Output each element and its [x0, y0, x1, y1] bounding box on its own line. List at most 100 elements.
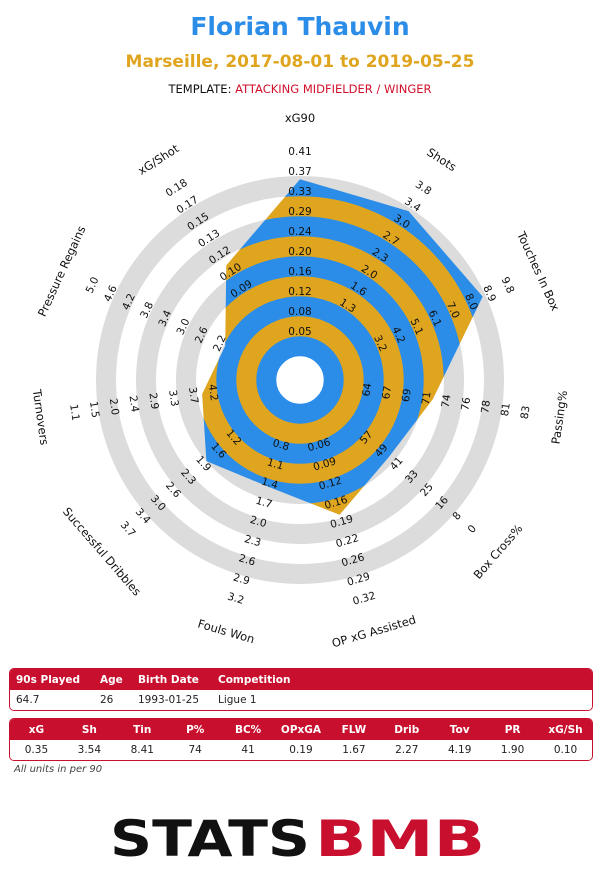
tick-label: 3.7: [186, 386, 200, 404]
tick-label: 0.08: [288, 306, 311, 318]
player-name: Florian Thauvin: [190, 12, 410, 41]
template-label: TEMPLATE:: [168, 82, 232, 96]
info-value-90s: 64.7: [16, 694, 40, 706]
tick-label: 3.7: [118, 519, 138, 539]
tick-label: 0.05: [288, 326, 311, 338]
tick-label: 1.4: [260, 476, 280, 492]
logo-text-stats: STATS: [110, 810, 310, 864]
tick-label: 0.37: [288, 166, 311, 178]
tick-label: 67: [380, 385, 394, 400]
stats-value: 4.19: [448, 744, 472, 756]
tick-label: 0.8: [271, 437, 290, 453]
tick-label: 83: [519, 405, 533, 420]
stats-value: 0.19: [289, 744, 313, 756]
axis-name: Box Cross%: [471, 521, 526, 581]
tick-label: 2.9: [232, 571, 251, 587]
tick-label: 1.1: [67, 403, 81, 421]
tick-label: 2.6: [237, 552, 257, 568]
tick-label: 64: [360, 382, 374, 397]
player-band: [235, 315, 365, 445]
tick-label: 0.41: [288, 146, 311, 158]
axis-name: xG/Shot: [135, 141, 181, 178]
tick-label: 2.0: [107, 398, 121, 416]
info-value-birth-date: 1993-01-25: [138, 694, 200, 706]
stats-table: xG Sh Tin P% BC% OPxGA FLW Drib Tov PR x…: [9, 718, 593, 761]
info-header-age: Age: [100, 673, 123, 686]
axis-name: Successful Dribbles: [60, 505, 144, 599]
info-header-90s: 90s Played: [16, 673, 81, 686]
tick-label: 1.1: [266, 456, 285, 472]
info-value-competition: Ligue 1: [218, 694, 257, 706]
stats-value: 3.54: [77, 744, 102, 756]
info-header-birth-date: Birth Date: [138, 673, 199, 686]
tick-label: 76: [459, 396, 473, 411]
axis-name: OP xG Assisted: [330, 612, 417, 650]
stats-header: P%: [186, 723, 205, 736]
stats-header: OPxGA: [280, 723, 322, 736]
stats-header: xG/Sh: [548, 723, 583, 736]
tick-label: 9.8: [498, 275, 516, 295]
statsbomb-logo: STATS BMB: [110, 810, 485, 864]
template-value: ATTACKING MIDFIELDER / WINGER: [235, 82, 432, 96]
stats-value: 0.35: [24, 744, 49, 756]
stats-value: 2.27: [395, 744, 419, 756]
stats-value: 74: [188, 744, 202, 756]
stats-value: 0.10: [553, 744, 578, 756]
axis-name: xG90: [285, 111, 315, 125]
team-period: Marseille, 2017-08-01 to 2019-05-25: [125, 52, 475, 72]
tick-label: 0.12: [288, 286, 311, 298]
stats-header: Drib: [394, 723, 420, 736]
info-table-header: 90s Played Age Birth Date Competition: [10, 669, 592, 690]
tick-label: 0.20: [288, 246, 311, 258]
axis-name: Pressure Regains: [35, 224, 89, 319]
tick-label: 0.16: [288, 266, 312, 278]
player-band: [202, 179, 483, 515]
stats-value: 1.90: [500, 744, 525, 756]
tick-label: 3.8: [413, 179, 434, 198]
radar-chart: 0.05 0.08 0.12 0.16 0.20 0.24 0.29 0.33 0.37 0.41…: [30, 111, 571, 650]
tick-label: 1.7: [254, 495, 273, 511]
info-table-row: 64.7 26 1993-01-25 Ligue 1: [10, 690, 592, 710]
tick-label: 8: [450, 510, 463, 523]
axis-name: Fouls Won: [196, 616, 256, 646]
tick-label: 0.18: [164, 177, 190, 200]
stats-header: Tin: [133, 723, 152, 736]
tick-label: 2.4: [127, 395, 141, 414]
tick-label: 3.3: [166, 389, 180, 407]
units-footnote: All units in per 90: [14, 764, 103, 775]
player-band: [215, 295, 385, 465]
axis-name: Passing%: [549, 389, 571, 445]
tick-label: 3.2: [226, 591, 245, 607]
tick-label: 1.5: [87, 400, 101, 418]
tick-label: 2.9: [146, 392, 160, 410]
tick-label: 5.0: [84, 275, 102, 295]
stats-header: Sh: [81, 723, 97, 736]
stats-header: BC%: [234, 723, 262, 736]
tick-label: 0.24: [288, 226, 312, 238]
tick-label: 0.29: [288, 206, 311, 218]
stats-header: FLW: [341, 723, 367, 736]
tick-label: 2.0: [249, 514, 268, 530]
info-value-age: 26: [100, 694, 114, 706]
stats-header: PR: [504, 723, 521, 736]
tick-label: 74: [440, 393, 454, 408]
template-line: TEMPLATE: ATTACKING MIDFIELDER / WINGER: [0, 82, 600, 96]
stats-header: xG: [28, 723, 45, 736]
tick-label: 81: [499, 402, 513, 417]
tick-label: 78: [479, 399, 493, 414]
tick-label: 0.33: [288, 186, 311, 198]
axis-name: Shots: [424, 145, 459, 174]
logo-text-bomb: BMB: [315, 810, 485, 864]
tick-label: 0: [466, 523, 479, 536]
axis-name: Touches In Box: [514, 228, 563, 313]
tick-label: 0.32: [351, 590, 377, 608]
stats-value: 41: [241, 744, 255, 756]
stats-value: 8.41: [130, 744, 154, 756]
player-band: [202, 255, 425, 505]
info-header-competition: Competition: [218, 673, 291, 686]
tick-label: 69: [400, 388, 414, 403]
tick-label: 4.2: [206, 383, 220, 401]
axis-name: Turnovers: [30, 388, 52, 446]
player-band: [255, 335, 345, 425]
stats-header: Tov: [449, 723, 470, 736]
